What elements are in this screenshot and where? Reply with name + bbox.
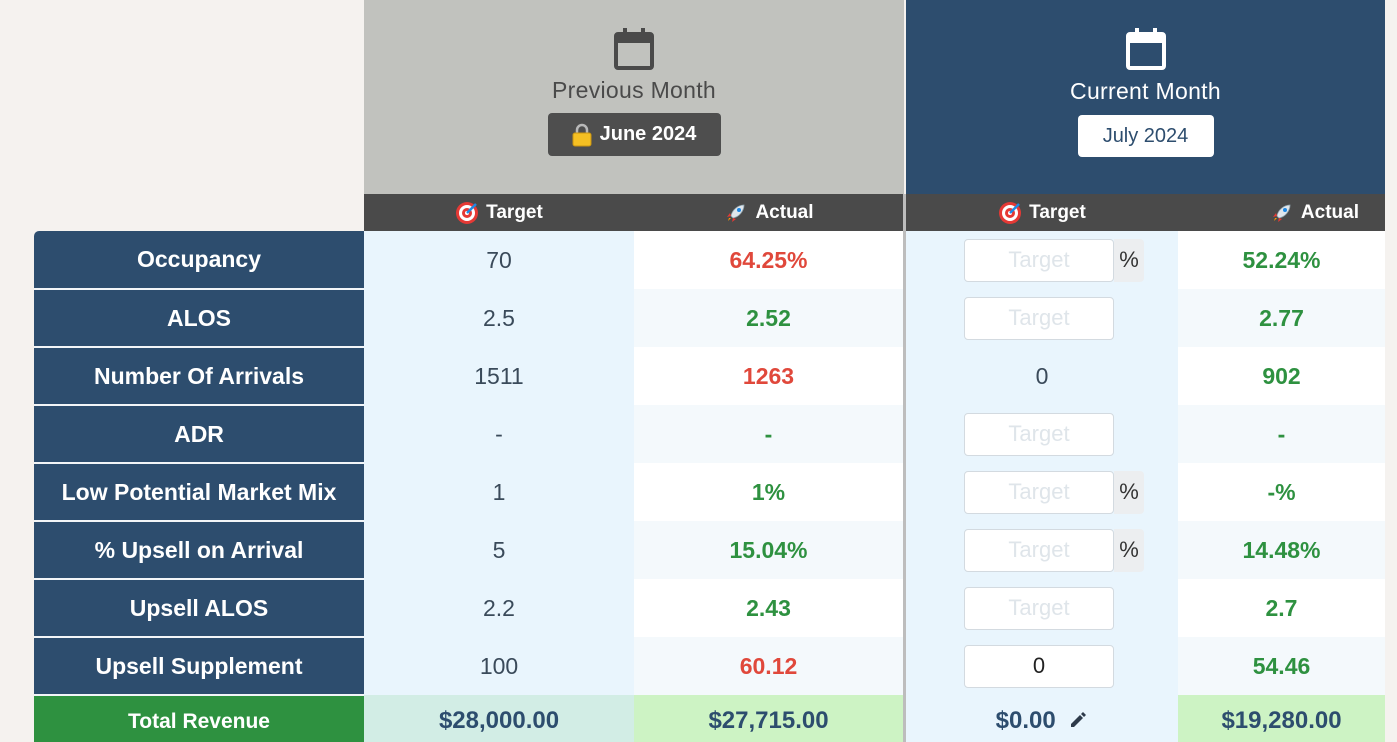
current-month-label: July 2024 <box>1102 124 1189 147</box>
cur-target-cell <box>906 405 1178 463</box>
current-month-selector[interactable]: July 2024 <box>1077 115 1214 157</box>
row-label-upsell-alos: Upsell ALOS <box>34 579 364 638</box>
current-month-header: Current Month July 2024 <box>906 0 1385 194</box>
prev-actual-cell: 15.04% <box>634 521 903 579</box>
current-month-column-headers: Target Actual <box>906 194 1385 231</box>
row-label-number-of-arrivals: Number Of Arrivals <box>34 347 364 406</box>
total-prev-actual: $27,715.00 <box>634 695 903 742</box>
total-revenue-label: Total Revenue <box>34 695 364 742</box>
cur-target-cell: % <box>906 521 1178 579</box>
percent-suffix: % <box>1114 528 1144 572</box>
table-row: Upsell ALOS 2.2 2.43 2.7 <box>34 579 1385 638</box>
previous-actual-header: Actual <box>634 194 904 231</box>
market-mix-target-input[interactable] <box>964 470 1114 514</box>
alos-target-input[interactable] <box>964 296 1114 340</box>
current-actual-label: Actual <box>1300 201 1359 223</box>
rocket-icon <box>1272 204 1291 222</box>
row-label-low-potential-market-mix: Low Potential Market Mix <box>34 463 364 522</box>
current-target-label: Target <box>1029 201 1086 223</box>
prev-target-cell: 70 <box>364 231 634 289</box>
cur-actual-cell: 2.7 <box>1178 579 1385 637</box>
rocket-icon <box>727 204 745 222</box>
previous-actual-label: Actual <box>755 201 814 223</box>
previous-month-column-headers: Target Actual <box>364 194 904 231</box>
prev-target-cell: 100 <box>364 637 634 695</box>
table-row: Occupancy 70 64.25% % 52.24% <box>34 231 1385 290</box>
previous-month-header: Previous Month June 2024 <box>364 0 904 194</box>
total-cur-target-cell: $0.00 <box>906 695 1178 742</box>
target-icon <box>999 201 1022 224</box>
cur-actual-cell: 14.48% <box>1178 521 1385 579</box>
prev-target-cell: 2.5 <box>364 289 634 347</box>
prev-target-cell: 5 <box>364 521 634 579</box>
calendar-icon <box>614 28 654 70</box>
table-row: Number Of Arrivals 1511 1263 0 902 <box>34 347 1385 406</box>
cur-actual-cell: - <box>1178 405 1385 463</box>
cur-actual-cell: 52.24% <box>1178 231 1385 289</box>
prev-actual-cell: 64.25% <box>634 231 903 289</box>
prev-target-cell: - <box>364 405 634 463</box>
table-row: % Upsell on Arrival 5 15.04% % 14.48% <box>34 521 1385 580</box>
prev-actual-cell: 1% <box>634 463 903 521</box>
previous-month-label: June 2024 <box>599 123 697 145</box>
cur-target-cell: 0 <box>906 347 1178 405</box>
occupancy-target-input[interactable] <box>964 238 1114 282</box>
table-row: Upsell Supplement 100 60.12 54.46 <box>34 637 1385 696</box>
prev-actual-cell: 1263 <box>634 347 903 405</box>
previous-month-badge: June 2024 <box>547 113 721 156</box>
previous-target-label: Target <box>486 201 543 223</box>
cur-target-cell: % <box>906 231 1178 289</box>
prev-actual-cell: 2.52 <box>634 289 903 347</box>
prev-target-cell: 1511 <box>364 347 634 405</box>
upsell-arrival-target-input[interactable] <box>964 528 1114 572</box>
table-row: Low Potential Market Mix 1 1% % -% <box>34 463 1385 522</box>
cur-target-cell <box>906 579 1178 637</box>
prev-actual-cell: - <box>634 405 903 463</box>
current-month-title: Current Month <box>1070 78 1221 104</box>
row-label-adr: ADR <box>34 405 364 464</box>
calendar-icon <box>1125 28 1166 70</box>
total-cur-actual: $19,280.00 <box>1178 695 1385 742</box>
total-cur-target: $0.00 <box>995 707 1056 734</box>
target-icon <box>456 201 479 224</box>
row-label-upsell-on-arrival: % Upsell on Arrival <box>34 521 364 580</box>
total-prev-target: $28,000.00 <box>364 695 634 742</box>
month-divider <box>903 194 906 742</box>
cur-actual-cell: 54.46 <box>1178 637 1385 695</box>
upsell-supplement-target-input[interactable] <box>964 644 1114 688</box>
cur-actual-cell: 902 <box>1178 347 1385 405</box>
cur-target-cell <box>906 289 1178 347</box>
prev-target-cell: 1 <box>364 463 634 521</box>
percent-suffix: % <box>1114 470 1144 514</box>
pencil-icon[interactable] <box>1068 710 1088 730</box>
current-actual-header: Actual <box>1178 194 1385 231</box>
table-row: ALOS 2.5 2.52 2.77 <box>34 289 1385 348</box>
cur-actual-cell: -% <box>1178 463 1385 521</box>
row-label-occupancy: Occupancy <box>34 231 364 290</box>
cur-target-cell <box>906 637 1178 695</box>
prev-actual-cell: 2.43 <box>634 579 903 637</box>
kpi-table: Occupancy 70 64.25% % 52.24% ALOS 2.5 2.… <box>34 231 1385 742</box>
row-label-upsell-supplement: Upsell Supplement <box>34 637 364 696</box>
upsell-alos-target-input[interactable] <box>964 586 1114 630</box>
cur-actual-cell: 2.77 <box>1178 289 1385 347</box>
lock-icon <box>572 123 592 146</box>
total-row: Total Revenue $28,000.00 $27,715.00 $0.0… <box>34 695 1385 742</box>
cur-target-cell: % <box>906 463 1178 521</box>
previous-month-title: Previous Month <box>552 77 716 103</box>
adr-target-input[interactable] <box>964 412 1114 456</box>
percent-suffix: % <box>1114 238 1144 282</box>
prev-actual-cell: 60.12 <box>634 637 903 695</box>
prev-target-cell: 2.2 <box>364 579 634 637</box>
table-row: ADR - - - <box>34 405 1385 464</box>
row-label-alos: ALOS <box>34 289 364 348</box>
current-target-header: Target <box>906 194 1178 231</box>
previous-target-header: Target <box>364 194 634 231</box>
